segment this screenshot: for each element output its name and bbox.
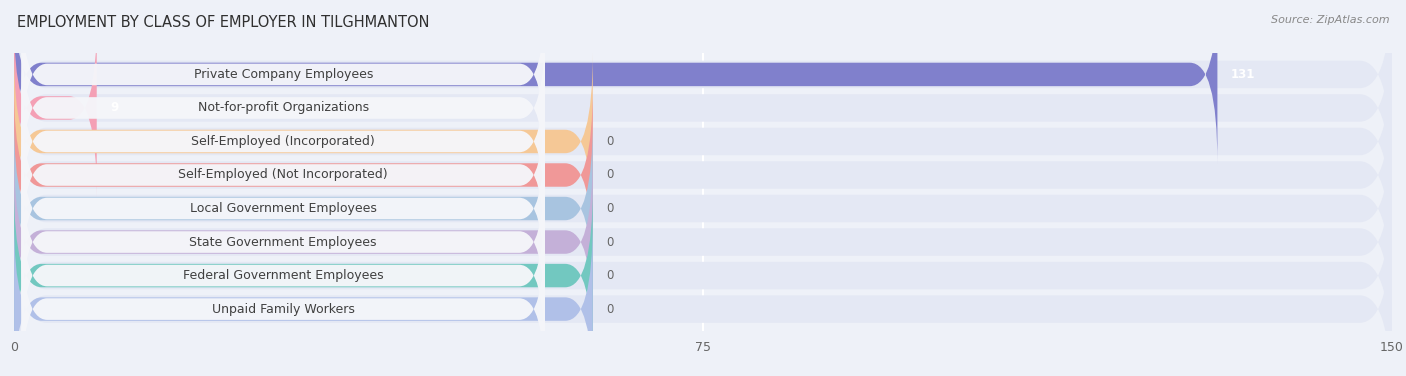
FancyBboxPatch shape <box>14 105 1392 312</box>
FancyBboxPatch shape <box>14 120 593 297</box>
Text: Federal Government Employees: Federal Government Employees <box>183 269 384 282</box>
FancyBboxPatch shape <box>14 153 593 331</box>
FancyBboxPatch shape <box>14 19 97 197</box>
Text: 0: 0 <box>606 303 614 315</box>
FancyBboxPatch shape <box>14 0 1218 163</box>
Text: Private Company Employees: Private Company Employees <box>194 68 373 81</box>
FancyBboxPatch shape <box>21 159 546 325</box>
FancyBboxPatch shape <box>14 0 1392 178</box>
Text: 0: 0 <box>606 235 614 249</box>
Text: 0: 0 <box>606 269 614 282</box>
Text: 0: 0 <box>606 202 614 215</box>
FancyBboxPatch shape <box>21 226 546 376</box>
Text: 131: 131 <box>1232 68 1256 81</box>
Text: 0: 0 <box>606 168 614 182</box>
Text: Unpaid Family Workers: Unpaid Family Workers <box>212 303 354 315</box>
FancyBboxPatch shape <box>14 172 1392 376</box>
FancyBboxPatch shape <box>21 126 546 292</box>
Text: Not-for-profit Organizations: Not-for-profit Organizations <box>198 102 368 114</box>
FancyBboxPatch shape <box>14 187 593 364</box>
Text: Self-Employed (Not Incorporated): Self-Employed (Not Incorporated) <box>179 168 388 182</box>
FancyBboxPatch shape <box>14 53 593 230</box>
FancyBboxPatch shape <box>14 38 1392 245</box>
FancyBboxPatch shape <box>21 58 546 224</box>
FancyBboxPatch shape <box>14 86 593 264</box>
FancyBboxPatch shape <box>14 5 1392 212</box>
FancyBboxPatch shape <box>21 92 546 258</box>
Text: Source: ZipAtlas.com: Source: ZipAtlas.com <box>1271 15 1389 25</box>
FancyBboxPatch shape <box>14 138 1392 346</box>
FancyBboxPatch shape <box>21 193 546 359</box>
Text: State Government Employees: State Government Employees <box>190 235 377 249</box>
Text: EMPLOYMENT BY CLASS OF EMPLOYER IN TILGHMANTON: EMPLOYMENT BY CLASS OF EMPLOYER IN TILGH… <box>17 15 429 30</box>
FancyBboxPatch shape <box>21 25 546 191</box>
FancyBboxPatch shape <box>14 206 1392 376</box>
FancyBboxPatch shape <box>14 71 1392 279</box>
FancyBboxPatch shape <box>21 0 546 158</box>
Text: Self-Employed (Incorporated): Self-Employed (Incorporated) <box>191 135 375 148</box>
FancyBboxPatch shape <box>14 220 593 376</box>
Text: 0: 0 <box>606 135 614 148</box>
Text: Local Government Employees: Local Government Employees <box>190 202 377 215</box>
Text: 9: 9 <box>111 102 118 114</box>
